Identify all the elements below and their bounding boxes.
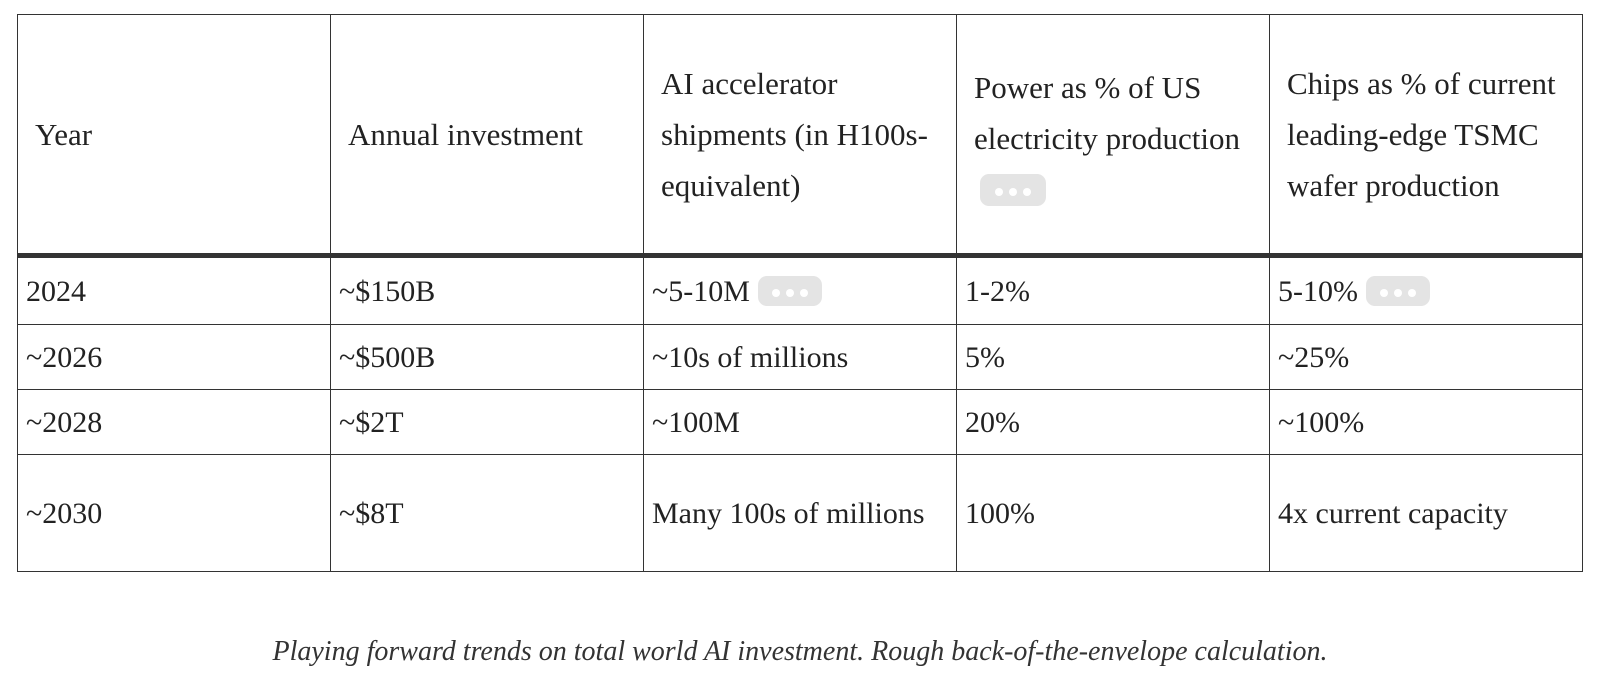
data-table-container: Year Annual investment AI accelerator sh…: [17, 14, 1583, 572]
table-cell: ~100M: [643, 389, 957, 455]
ai-investment-table: Year Annual investment AI accelerator sh…: [17, 14, 1583, 572]
cell-year: ~2026: [26, 340, 103, 374]
cell-chips: ~25%: [1278, 340, 1350, 374]
cell-shipments: Many 100s of millions: [652, 496, 925, 530]
more-horizontal-icon[interactable]: [1365, 275, 1430, 306]
header-annual-investment-label: Annual investment: [348, 116, 584, 152]
header-power-share-label: Power as % of US electricity production: [974, 70, 1240, 156]
table-row: ~2026 ~$500B ~10s of millions 5% ~25%: [17, 324, 1583, 390]
header-power-share: Power as % of US electricity production: [956, 14, 1270, 258]
cell-year: ~2030: [26, 496, 103, 530]
table-cell: Many 100s of millions: [643, 454, 957, 572]
table-cell: ~10s of millions: [643, 324, 957, 390]
header-year-label: Year: [35, 116, 93, 152]
table-cell: ~$150B: [330, 255, 644, 325]
cell-chips: 4x current capacity: [1278, 496, 1508, 530]
header-accelerator-shipments: AI accelerator shipments (in H100s-equiv…: [643, 14, 957, 258]
header-accelerator-shipments-label: AI accelerator shipments (in H100s-equiv…: [661, 65, 928, 203]
table-cell: ~2030: [17, 454, 331, 572]
cell-investment: ~$500B: [339, 340, 436, 374]
table-cell: ~100%: [1269, 389, 1583, 455]
table-cell: ~$2T: [330, 389, 644, 455]
table-cell: 20%: [956, 389, 1270, 455]
cell-power: 1-2%: [965, 274, 1030, 308]
table-cell: ~2026: [17, 324, 331, 390]
more-horizontal-icon[interactable]: [980, 174, 1046, 206]
cell-year: ~2028: [26, 405, 103, 439]
table-cell: 1-2%: [956, 255, 1270, 325]
cell-shipments: ~10s of millions: [652, 340, 849, 374]
table-cell: ~$500B: [330, 324, 644, 390]
more-horizontal-icon[interactable]: [757, 275, 822, 306]
table-row: 2024 ~$150B ~5-10M 1-2% 5-10%: [17, 255, 1583, 325]
cell-shipments: ~5-10M: [652, 274, 750, 308]
table-row: ~2028 ~$2T ~100M 20% ~100%: [17, 389, 1583, 455]
table-cell: ~2028: [17, 389, 331, 455]
table-cell: ~$8T: [330, 454, 644, 572]
table-caption: Playing forward trends on total world AI…: [272, 636, 1328, 667]
header-year: Year: [17, 14, 331, 258]
table-cell: 100%: [956, 454, 1270, 572]
table-row: ~2030 ~$8T Many 100s of millions 100% 4x…: [17, 454, 1583, 572]
table-cell: 4x current capacity: [1269, 454, 1583, 572]
header-chips-share-label: Chips as % of current leading-edge TSMC …: [1287, 65, 1556, 203]
cell-power: 5%: [965, 340, 1005, 374]
header-annual-investment: Annual investment: [330, 14, 644, 258]
table-cell: 2024: [17, 255, 331, 325]
cell-chips: ~100%: [1278, 405, 1365, 439]
header-chips-share: Chips as % of current leading-edge TSMC …: [1269, 14, 1583, 258]
cell-chips: 5-10%: [1278, 274, 1358, 308]
cell-shipments: ~100M: [652, 405, 740, 439]
table-cell: 5-10%: [1269, 255, 1583, 325]
table-header-row: Year Annual investment AI accelerator sh…: [17, 14, 1583, 258]
table-cell: ~25%: [1269, 324, 1583, 390]
table-cell: ~5-10M: [643, 255, 957, 325]
cell-investment: ~$8T: [339, 496, 404, 530]
cell-power: 20%: [965, 405, 1020, 439]
cell-investment: ~$2T: [339, 405, 404, 439]
cell-power: 100%: [965, 496, 1035, 530]
cell-year: 2024: [26, 274, 86, 308]
table-cell: 5%: [956, 324, 1270, 390]
cell-investment: ~$150B: [339, 274, 436, 308]
